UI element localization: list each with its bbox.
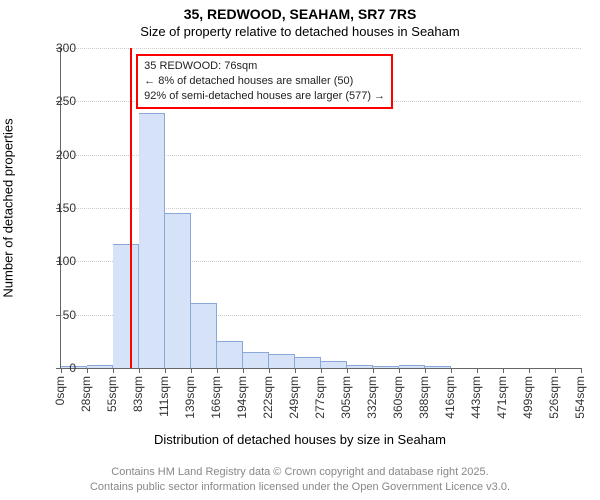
xtick-label: 0sqm bbox=[53, 376, 67, 405]
xtick-mark bbox=[191, 368, 192, 373]
chart-container: 35, REDWOOD, SEAHAM, SR7 7RS Size of pro… bbox=[0, 0, 600, 500]
xtick-mark bbox=[321, 368, 322, 373]
xtick-mark bbox=[555, 368, 556, 373]
marker-callout: 35 REDWOOD: 76sqm ← 8% of detached house… bbox=[136, 54, 393, 109]
attribution: Contains HM Land Registry data © Crown c… bbox=[0, 465, 600, 494]
ytick-label: 250 bbox=[36, 94, 76, 108]
histogram-bar bbox=[269, 354, 295, 368]
attribution-line1: Contains HM Land Registry data © Crown c… bbox=[0, 465, 600, 479]
xtick-label: 166sqm bbox=[209, 376, 223, 419]
callout-line3: 92% of semi-detached houses are larger (… bbox=[144, 89, 385, 104]
xtick-label: 55sqm bbox=[105, 376, 119, 412]
xtick-mark bbox=[399, 368, 400, 373]
callout-line1: 35 REDWOOD: 76sqm bbox=[144, 59, 385, 74]
xtick-mark bbox=[139, 368, 140, 373]
xtick-label: 83sqm bbox=[131, 376, 145, 412]
histogram-bar bbox=[347, 365, 373, 368]
xtick-label: 249sqm bbox=[287, 376, 301, 419]
xtick-label: 277sqm bbox=[313, 376, 327, 419]
chart-subtitle: Size of property relative to detached ho… bbox=[0, 24, 600, 39]
xtick-label: 554sqm bbox=[573, 376, 587, 419]
xtick-mark bbox=[425, 368, 426, 373]
xtick-label: 499sqm bbox=[521, 376, 535, 419]
histogram-bar bbox=[243, 352, 269, 368]
histogram-bar bbox=[165, 213, 191, 368]
callout-line2: ← 8% of detached houses are smaller (50) bbox=[144, 74, 385, 89]
attribution-line2: Contains public sector information licen… bbox=[0, 480, 600, 494]
xtick-mark bbox=[165, 368, 166, 373]
ytick-label: 200 bbox=[36, 148, 76, 162]
xtick-label: 194sqm bbox=[235, 376, 249, 419]
ytick-label: 300 bbox=[36, 41, 76, 55]
chart-title: 35, REDWOOD, SEAHAM, SR7 7RS bbox=[0, 6, 600, 22]
xtick-mark bbox=[295, 368, 296, 373]
y-axis-title: Number of detached properties bbox=[1, 118, 16, 297]
plot-area: 35 REDWOOD: 76sqm ← 8% of detached house… bbox=[60, 48, 581, 369]
histogram-bar bbox=[321, 361, 347, 368]
xtick-label: 443sqm bbox=[469, 376, 483, 419]
xtick-mark bbox=[477, 368, 478, 373]
xtick-label: 526sqm bbox=[547, 376, 561, 419]
xtick-label: 222sqm bbox=[261, 376, 275, 419]
histogram-bar bbox=[295, 357, 321, 368]
ytick-label: 50 bbox=[36, 308, 76, 322]
xtick-mark bbox=[347, 368, 348, 373]
histogram-bar bbox=[425, 366, 451, 368]
xtick-mark bbox=[529, 368, 530, 373]
marker-line bbox=[130, 48, 132, 368]
histogram-bar bbox=[113, 244, 139, 368]
xtick-mark bbox=[243, 368, 244, 373]
xtick-label: 416sqm bbox=[443, 376, 457, 419]
ytick-label: 100 bbox=[36, 254, 76, 268]
histogram-bar bbox=[373, 366, 399, 368]
xtick-mark bbox=[269, 368, 270, 373]
xtick-label: 28sqm bbox=[79, 376, 93, 412]
ytick-label: 150 bbox=[36, 201, 76, 215]
xtick-label: 139sqm bbox=[183, 376, 197, 419]
xtick-label: 111sqm bbox=[157, 376, 171, 417]
histogram-bar bbox=[399, 365, 425, 368]
histogram-bar bbox=[191, 303, 217, 368]
xtick-mark bbox=[87, 368, 88, 373]
xtick-label: 360sqm bbox=[391, 376, 405, 419]
x-axis-title: Distribution of detached houses by size … bbox=[0, 432, 600, 447]
xtick-label: 388sqm bbox=[417, 376, 431, 419]
xtick-mark bbox=[373, 368, 374, 373]
ytick-label: 0 bbox=[36, 361, 76, 375]
gridline bbox=[61, 48, 581, 49]
histogram-bar bbox=[217, 341, 243, 368]
xtick-mark bbox=[113, 368, 114, 373]
xtick-mark bbox=[503, 368, 504, 373]
xtick-label: 332sqm bbox=[365, 376, 379, 419]
histogram-bar bbox=[87, 365, 113, 368]
xtick-mark bbox=[581, 368, 582, 373]
histogram-bar bbox=[139, 113, 165, 368]
xtick-mark bbox=[217, 368, 218, 373]
xtick-label: 305sqm bbox=[339, 376, 353, 419]
xtick-mark bbox=[451, 368, 452, 373]
xtick-label: 471sqm bbox=[495, 376, 509, 419]
